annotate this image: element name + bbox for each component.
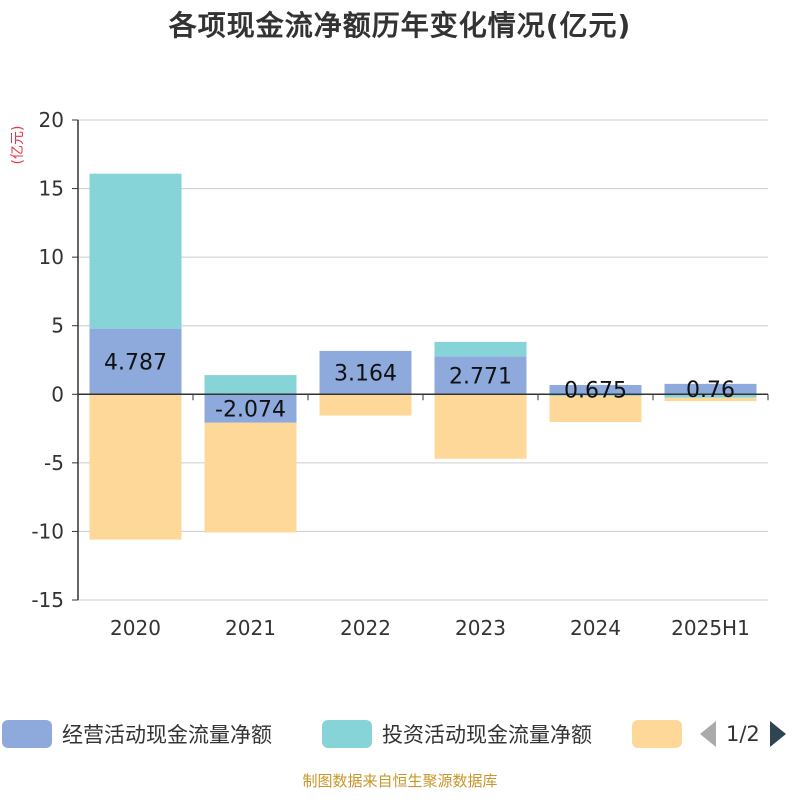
legend-label: 经营活动现金流量净额 [62, 723, 272, 747]
legend-item-operating[interactable]: 经营活动现金流量净额 [2, 716, 272, 752]
y-axis-unit-label: (亿元) [10, 126, 26, 165]
x-tick-label: 2021 [225, 616, 276, 640]
bar-series1-2021 [204, 394, 297, 423]
bar-series2-2021 [204, 375, 297, 395]
x-tick-label: 2023 [455, 616, 506, 640]
x-tick-label: 2020 [110, 616, 161, 640]
chart-title: 各项现金流净额历年变化情况(亿元) [168, 9, 632, 42]
bar-series2-2025H1 [664, 394, 757, 398]
chart-plot: (亿元) 20 15 10 5 0 -5 -10 -15 2020 2021 2022 2023 202… [10, 108, 769, 640]
y-tick-label: -5 [44, 451, 64, 475]
y-tick-label: 0 [51, 382, 64, 406]
data-label-2021: -2.074 [215, 398, 286, 423]
bar-series1-2020 [89, 328, 182, 395]
x-tick-label: 2024 [570, 616, 621, 640]
data-label-2024: 0.675 [564, 379, 627, 404]
bar-series3-2020 [89, 394, 182, 540]
bar-series2-2020 [89, 173, 182, 329]
y-tick-label: -15 [31, 588, 64, 612]
data-label-2025H1: 0.76 [686, 378, 735, 403]
data-source-note: 制图数据来自恒生聚源数据库 [302, 772, 498, 790]
y-tick-label: -10 [31, 519, 64, 543]
bar-series1-2023 [434, 356, 527, 395]
legend: 经营活动现金流量净额 投资活动现金流量净额 1/2 [0, 716, 800, 756]
bar-series3-2025H1 [664, 397, 757, 402]
y-tick-label: 10 [39, 245, 64, 269]
bar-series1-2025H1 [664, 383, 757, 395]
legend-next-arrow-icon[interactable] [769, 721, 786, 747]
bar-series1-2022 [319, 350, 412, 395]
bar-series3-2022 [319, 394, 412, 416]
bar-series2-2024 [549, 394, 642, 396]
data-label-2023: 2.771 [449, 364, 512, 389]
legend-prev-arrow-icon[interactable] [700, 721, 716, 747]
data-label-2020: 4.787 [104, 350, 167, 375]
y-tick-label: 15 [39, 177, 64, 201]
legend-item-financing[interactable] [632, 716, 692, 752]
legend-pager: 1/2 [700, 716, 786, 752]
legend-swatch [322, 720, 372, 748]
y-tick-label: 20 [39, 108, 64, 132]
x-tick-label: 2022 [340, 616, 391, 640]
legend-swatch [2, 720, 52, 748]
x-tick-label: 2025H1 [671, 616, 750, 640]
y-tick-label: 5 [51, 314, 64, 338]
legend-label: 投资活动现金流量净额 [382, 723, 592, 747]
bar-series2-2023 [434, 341, 527, 357]
legend-page-indicator: 1/2 [726, 722, 760, 746]
bar-series1-2024 [549, 385, 642, 395]
bar-series3-2023 [434, 394, 527, 459]
data-label-2022: 3.164 [334, 362, 397, 387]
legend-item-investing[interactable]: 投资活动现金流量净额 [322, 716, 592, 752]
legend-swatch [632, 720, 682, 748]
bar-series3-2024 [549, 395, 642, 422]
bar-series3-2021 [204, 422, 297, 533]
